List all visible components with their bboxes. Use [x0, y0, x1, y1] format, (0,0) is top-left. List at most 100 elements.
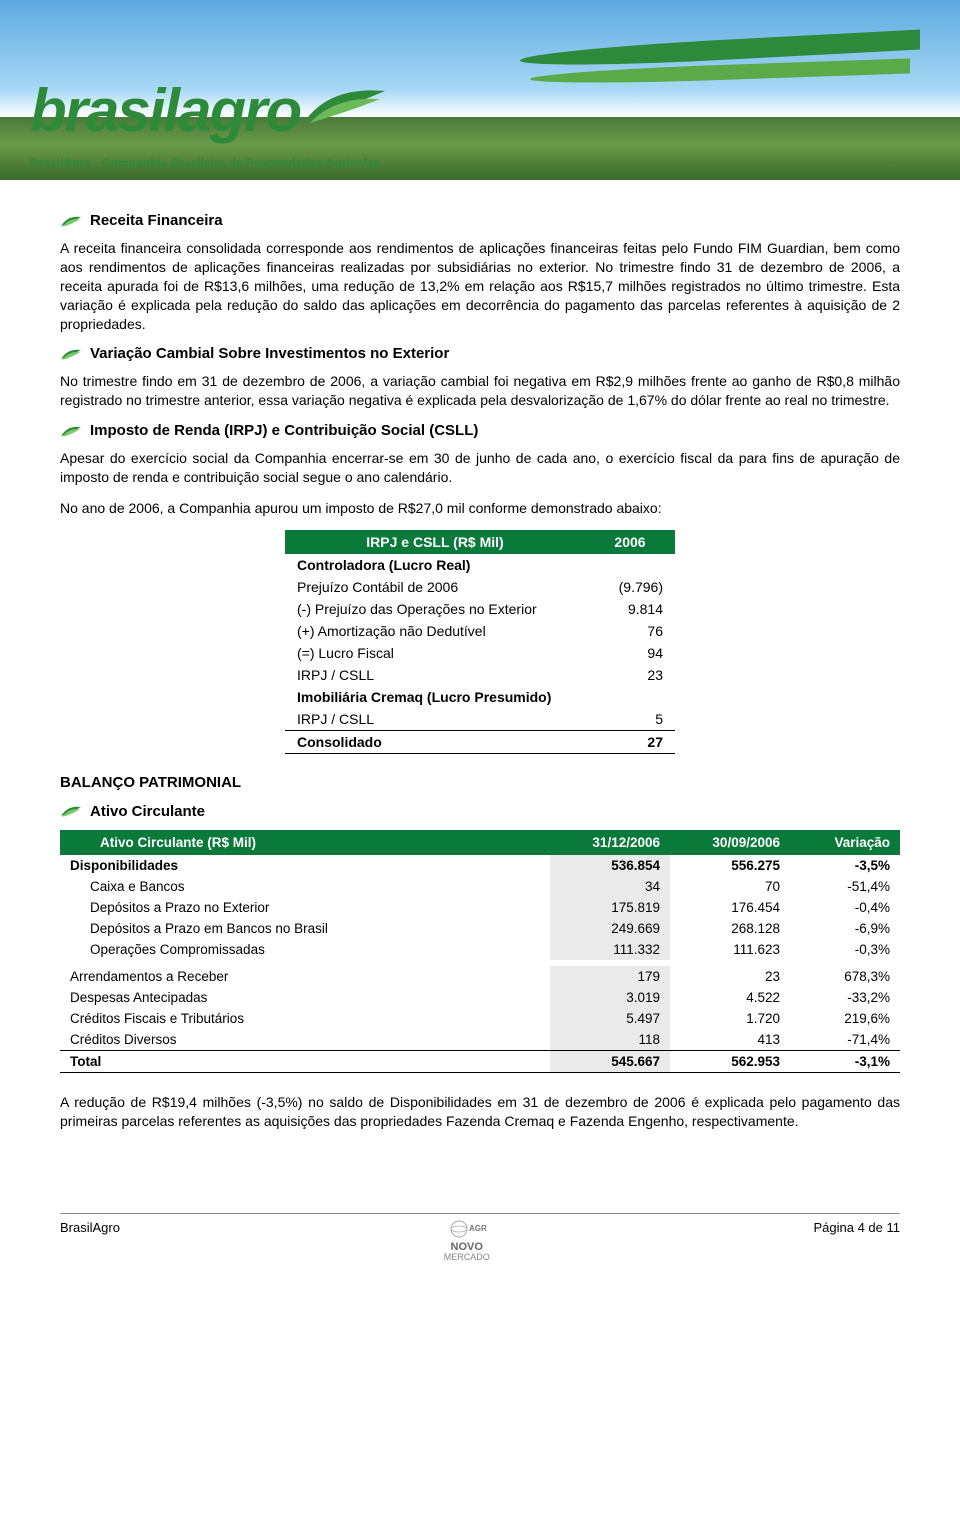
- t2-c3: -3,5%: [790, 855, 900, 876]
- t2-c3: -71,4%: [790, 1029, 900, 1051]
- t1-value: [585, 554, 675, 576]
- header-swoosh-graphic: [470, 20, 920, 80]
- t1-label: IRPJ / CSLL: [285, 664, 585, 686]
- t2-c2: 176.454: [670, 897, 790, 918]
- footer-left: BrasilAgro: [60, 1220, 120, 1235]
- receita-body: A receita financeira consolidada corresp…: [60, 239, 900, 333]
- t2-label: Depósitos a Prazo no Exterior: [60, 897, 550, 918]
- t2-c1: 34: [550, 876, 670, 897]
- table-row: Controladora (Lucro Real): [285, 554, 675, 576]
- table-row: IRPJ / CSLL5: [285, 708, 675, 731]
- t2-total-c2: 562.953: [670, 1050, 790, 1072]
- heading-ativo: Ativo Circulante: [60, 803, 900, 820]
- t2-c2: 70: [670, 876, 790, 897]
- table-row: Consolidado27: [285, 730, 675, 753]
- t2-label: Créditos Fiscais e Tributários: [60, 1008, 550, 1029]
- table-row: Prejuízo Contábil de 2006(9.796): [285, 576, 675, 598]
- table-row: Créditos Fiscais e Tributários5.4971.720…: [60, 1008, 900, 1029]
- heading-imposto-title: Imposto de Renda (IRPJ) e Contribuição S…: [90, 422, 478, 439]
- t2-h3: Variação: [790, 830, 900, 855]
- page-content: Receita Financeira A receita financeira …: [0, 180, 960, 1183]
- t2-c1: 249.669: [550, 918, 670, 939]
- imposto-body2: No ano de 2006, a Companhia apurou um im…: [60, 499, 900, 518]
- t2-total-c3: -3,1%: [790, 1050, 900, 1072]
- t2-c3: -33,2%: [790, 987, 900, 1008]
- table-row: Disponibilidades536.854556.275-3,5%: [60, 855, 900, 876]
- t2-c3: 678,3%: [790, 966, 900, 987]
- balanco-title: BALANÇO PATRIMONIAL: [60, 774, 900, 791]
- t2-c1: 118: [550, 1029, 670, 1051]
- t1-value: (9.796): [585, 576, 675, 598]
- t2-label: Créditos Diversos: [60, 1029, 550, 1051]
- irpj-csll-table: IRPJ e CSLL (R$ Mil) 2006 Controladora (…: [285, 530, 675, 754]
- t1-label: Controladora (Lucro Real): [285, 554, 585, 576]
- cambial-body: No trimestre findo em 31 de dezembro de …: [60, 372, 900, 410]
- t2-label: Disponibilidades: [60, 855, 550, 876]
- leaf-bullet-icon: [60, 424, 82, 438]
- leaf-bullet-icon: [60, 214, 82, 228]
- heading-ativo-title: Ativo Circulante: [90, 803, 205, 820]
- t1-value: 27: [585, 730, 675, 753]
- t1-value: 5: [585, 708, 675, 731]
- table-row: Depósitos a Prazo no Exterior175.819176.…: [60, 897, 900, 918]
- footer-c3: MERCADO: [444, 1253, 490, 1263]
- t2-c2: 4.522: [670, 987, 790, 1008]
- ativo-footer-body: A redução de R$19,4 milhões (-3,5%) no s…: [60, 1093, 900, 1131]
- t2-c3: -0,3%: [790, 939, 900, 960]
- leaf-bullet-icon: [60, 804, 82, 818]
- t2-c1: 3.019: [550, 987, 670, 1008]
- t2-c2: 1.720: [670, 1008, 790, 1029]
- t2-c2: 111.623: [670, 939, 790, 960]
- t1-header-right: 2006: [585, 530, 675, 554]
- table-row: (=) Lucro Fiscal94: [285, 642, 675, 664]
- page-footer: BrasilAgro AGRO3 NOVO MERCADO Página 4 d…: [60, 1213, 900, 1283]
- table-row: (+) Amortização não Dedutível76: [285, 620, 675, 642]
- heading-cambial: Variação Cambial Sobre Investimentos no …: [60, 345, 900, 362]
- ativo-circulante-table: Ativo Circulante (R$ Mil) 31/12/2006 30/…: [60, 830, 900, 1073]
- t1-label: (=) Lucro Fiscal: [285, 642, 585, 664]
- t2-c1: 111.332: [550, 939, 670, 960]
- heading-receita-title: Receita Financeira: [90, 212, 223, 229]
- brand-subtitle: BrasilAgro - Companhia Brasileira de Pro…: [30, 156, 380, 170]
- t2-c2: 413: [670, 1029, 790, 1051]
- heading-receita: Receita Financeira: [60, 212, 900, 229]
- t2-c3: -51,4%: [790, 876, 900, 897]
- logo: brasilagro: [30, 76, 390, 145]
- heading-cambial-title: Variação Cambial Sobre Investimentos no …: [90, 345, 449, 362]
- t2-c2: 23: [670, 966, 790, 987]
- footer-ticker: AGRO3: [469, 1224, 487, 1233]
- t2-h1: 31/12/2006: [550, 830, 670, 855]
- table-row: Arrendamentos a Receber17923678,3%: [60, 966, 900, 987]
- table-row: Despesas Antecipadas3.0194.522-33,2%: [60, 987, 900, 1008]
- t2-label: Operações Compromissadas: [60, 939, 550, 960]
- footer-right: Página 4 de 11: [813, 1220, 900, 1235]
- t2-label: Depósitos a Prazo em Bancos no Brasil: [60, 918, 550, 939]
- t2-c1: 5.497: [550, 1008, 670, 1029]
- table-total-row: Total545.667562.953-3,1%: [60, 1050, 900, 1072]
- t2-label: Caixa e Bancos: [60, 876, 550, 897]
- t1-label: (+) Amortização não Dedutível: [285, 620, 585, 642]
- logo-text: brasilagro: [30, 76, 300, 145]
- t1-value: 9.814: [585, 598, 675, 620]
- t2-c3: -6,9%: [790, 918, 900, 939]
- t2-h0: Ativo Circulante (R$ Mil): [60, 830, 550, 855]
- t1-value: [585, 686, 675, 708]
- t2-c1: 179: [550, 966, 670, 987]
- table-row: Depósitos a Prazo em Bancos no Brasil249…: [60, 918, 900, 939]
- header-banner: brasilagro BrasilAgro - Companhia Brasil…: [0, 0, 960, 180]
- heading-imposto: Imposto de Renda (IRPJ) e Contribuição S…: [60, 422, 900, 439]
- t1-label: Imobiliária Cremaq (Lucro Presumido): [285, 686, 585, 708]
- table-row: Operações Compromissadas111.332111.623-0…: [60, 939, 900, 960]
- t1-label: Consolidado: [285, 730, 585, 753]
- t1-value: 94: [585, 642, 675, 664]
- imposto-body1: Apesar do exercício social da Companhia …: [60, 449, 900, 487]
- t1-header-left: IRPJ e CSLL (R$ Mil): [285, 530, 585, 554]
- t2-label: Despesas Antecipadas: [60, 987, 550, 1008]
- table-row: Créditos Diversos118413-71,4%: [60, 1029, 900, 1051]
- t2-c2: 556.275: [670, 855, 790, 876]
- t2-c3: 219,6%: [790, 1008, 900, 1029]
- table-row: Imobiliária Cremaq (Lucro Presumido): [285, 686, 675, 708]
- globe-icon: AGRO3: [447, 1220, 487, 1238]
- table-row: (-) Prejuízo das Operações no Exterior9.…: [285, 598, 675, 620]
- t2-c3: -0,4%: [790, 897, 900, 918]
